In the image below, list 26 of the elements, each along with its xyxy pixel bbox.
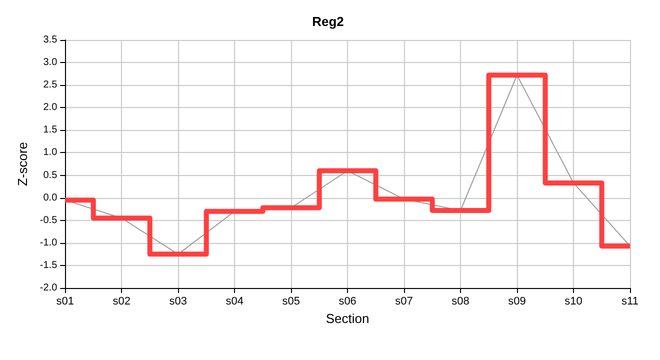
x-tick-label: s05 xyxy=(282,296,300,308)
y-tick-label: 3.0 xyxy=(43,57,58,68)
y-tick-label: 3.5 xyxy=(43,34,58,46)
x-tick-label: s01 xyxy=(56,296,74,308)
y-axis-title: Z-score xyxy=(15,142,30,186)
x-tick-label: s06 xyxy=(338,296,356,308)
y-tick-label: -1.0 xyxy=(40,237,58,248)
y-tick-label: -0.5 xyxy=(40,214,58,226)
chart-title: Reg2 xyxy=(312,14,344,29)
y-tick-label: 0.5 xyxy=(43,170,58,181)
x-tick-label: s02 xyxy=(112,296,130,308)
y-tick-label: 2.0 xyxy=(43,102,58,114)
y-tick-label: 1.5 xyxy=(43,124,58,136)
y-tick-label: 0.0 xyxy=(43,192,58,204)
y-tick-label: -2.0 xyxy=(40,282,58,294)
x-tick-label: s08 xyxy=(452,296,470,308)
y-tick-label: -1.5 xyxy=(40,260,58,271)
x-tick-label: s10 xyxy=(564,296,582,308)
x-axis-title: Section xyxy=(326,311,370,326)
x-tick-label: s11 xyxy=(622,296,638,308)
y-tick-label: 1.0 xyxy=(43,147,58,158)
x-tick-label: s03 xyxy=(169,296,187,308)
x-tick-label: s04 xyxy=(226,296,244,308)
x-tick-label: s09 xyxy=(508,296,526,308)
y-tick-label: 2.5 xyxy=(43,80,58,91)
x-tick-label: s07 xyxy=(395,296,413,308)
